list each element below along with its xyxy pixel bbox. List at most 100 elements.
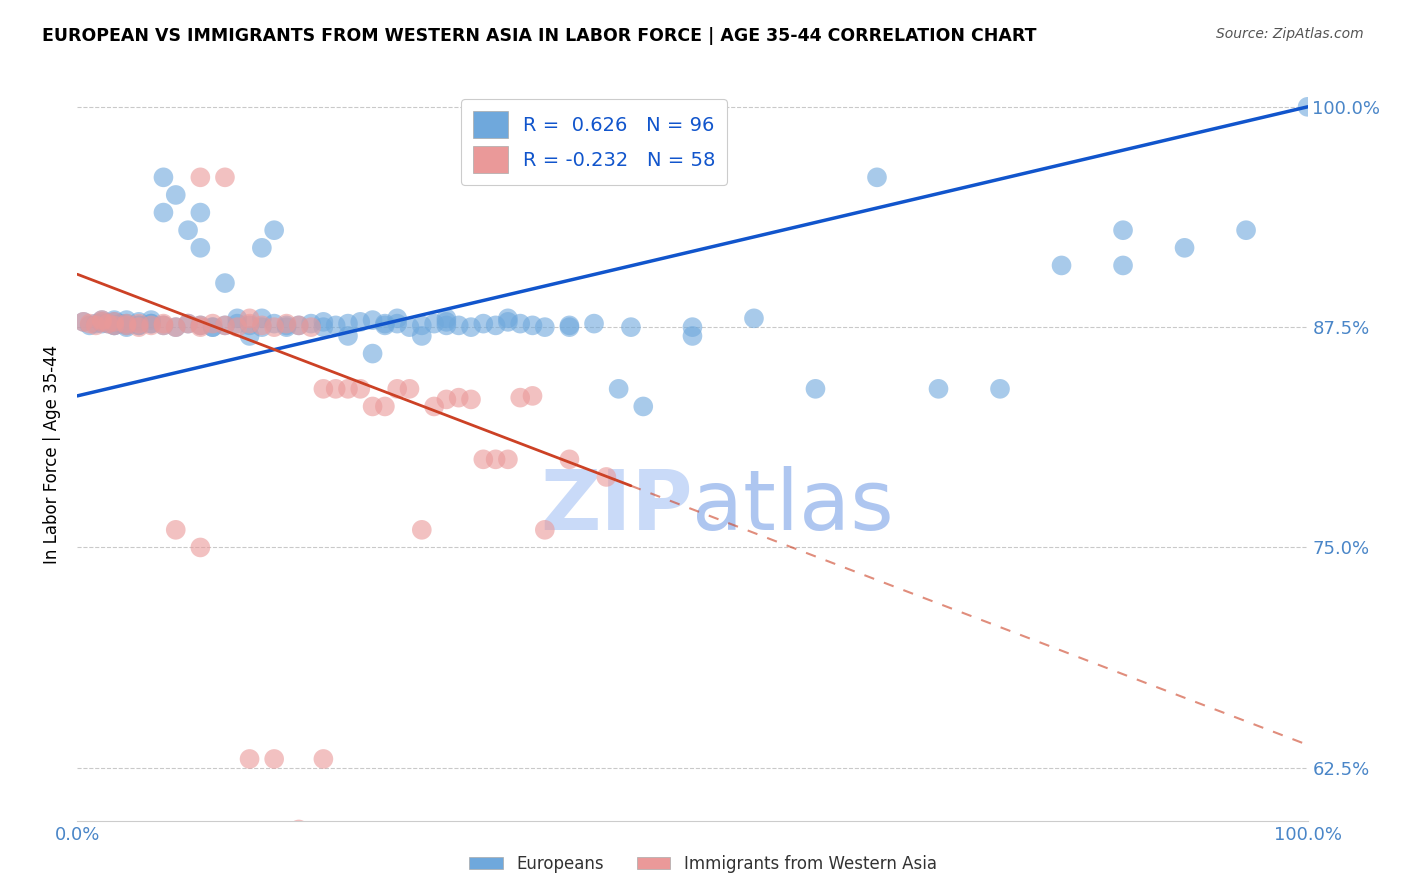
Immigrants from Western Asia [312,382,335,396]
Immigrants from Western Asia [522,389,544,403]
Europeans [115,317,138,331]
Europeans [387,311,409,326]
Europeans [583,317,606,331]
Immigrants from Western Asia [214,318,236,333]
Europeans [79,318,101,333]
Europeans [263,317,285,331]
Europeans [165,320,187,334]
Immigrants from Western Asia [201,317,224,331]
Immigrants from Western Asia [115,317,138,331]
Europeans [534,320,557,334]
Europeans [866,170,889,185]
Immigrants from Western Asia [239,311,262,326]
Immigrants from Western Asia [288,822,311,837]
Europeans [387,317,409,331]
Europeans [90,313,114,327]
Immigrants from Western Asia [250,318,273,333]
Europeans [190,241,212,255]
Immigrants from Western Asia [152,318,174,333]
Europeans [988,382,1011,396]
Europeans [682,329,704,343]
Immigrants from Western Asia [103,318,125,333]
Europeans [103,313,125,327]
Immigrants from Western Asia [325,382,347,396]
Immigrants from Western Asia [485,452,508,467]
Europeans [607,382,630,396]
Immigrants from Western Asia [374,400,396,414]
Immigrants from Western Asia [128,317,150,331]
Europeans [620,320,643,334]
Europeans [128,315,150,329]
Europeans [177,223,200,237]
Immigrants from Western Asia [72,315,94,329]
Europeans [1234,223,1257,237]
Europeans [90,315,114,329]
Europeans [436,318,458,333]
Europeans [103,315,125,329]
Immigrants from Western Asia [411,523,433,537]
Europeans [276,320,298,334]
Immigrants from Western Asia [387,382,409,396]
Europeans [152,170,174,185]
Immigrants from Western Asia [115,318,138,333]
Text: EUROPEAN VS IMMIGRANTS FROM WESTERN ASIA IN LABOR FORCE | AGE 35-44 CORRELATION : EUROPEAN VS IMMIGRANTS FROM WESTERN ASIA… [42,27,1036,45]
Immigrants from Western Asia [447,391,470,405]
Europeans [312,315,335,329]
Europeans [411,318,433,333]
Europeans [1112,223,1135,237]
Europeans [141,317,163,331]
Europeans [250,320,273,334]
Text: Source: ZipAtlas.com: Source: ZipAtlas.com [1216,27,1364,41]
Immigrants from Western Asia [190,320,212,334]
Immigrants from Western Asia [299,320,322,334]
Immigrants from Western Asia [152,317,174,331]
Europeans [496,315,519,329]
Europeans [201,320,224,334]
Europeans [90,317,114,331]
Immigrants from Western Asia [312,752,335,766]
Europeans [447,318,470,333]
Legend: R =  0.626   N = 96, R = -0.232   N = 58: R = 0.626 N = 96, R = -0.232 N = 58 [461,99,727,185]
Immigrants from Western Asia [337,382,360,396]
Immigrants from Western Asia [177,317,200,331]
Europeans [152,205,174,219]
Y-axis label: In Labor Force | Age 35-44: In Labor Force | Age 35-44 [44,345,62,565]
Europeans [288,318,311,333]
Immigrants from Western Asia [90,315,114,329]
Immigrants from Western Asia [534,523,557,537]
Europeans [472,317,495,331]
Immigrants from Western Asia [349,382,371,396]
Europeans [190,318,212,333]
Europeans [312,320,335,334]
Europeans [374,317,396,331]
Europeans [226,311,249,326]
Immigrants from Western Asia [165,320,187,334]
Europeans [226,317,249,331]
Europeans [325,318,347,333]
Europeans [337,329,360,343]
Europeans [558,320,581,334]
Europeans [201,320,224,334]
Europeans [509,317,531,331]
Europeans [423,317,446,331]
Europeans [214,318,236,333]
Europeans [141,313,163,327]
Immigrants from Western Asia [398,382,420,396]
Europeans [361,346,384,360]
Immigrants from Western Asia [288,318,311,333]
Immigrants from Western Asia [128,320,150,334]
Immigrants from Western Asia [97,317,120,331]
Europeans [97,317,120,331]
Europeans [250,241,273,255]
Immigrants from Western Asia [423,400,446,414]
Immigrants from Western Asia [263,752,285,766]
Europeans [141,317,163,331]
Europeans [177,317,200,331]
Europeans [276,318,298,333]
Immigrants from Western Asia [190,541,212,555]
Legend: Europeans, Immigrants from Western Asia: Europeans, Immigrants from Western Asia [463,848,943,880]
Europeans [374,318,396,333]
Europeans [263,223,285,237]
Europeans [84,317,107,331]
Europeans [152,318,174,333]
